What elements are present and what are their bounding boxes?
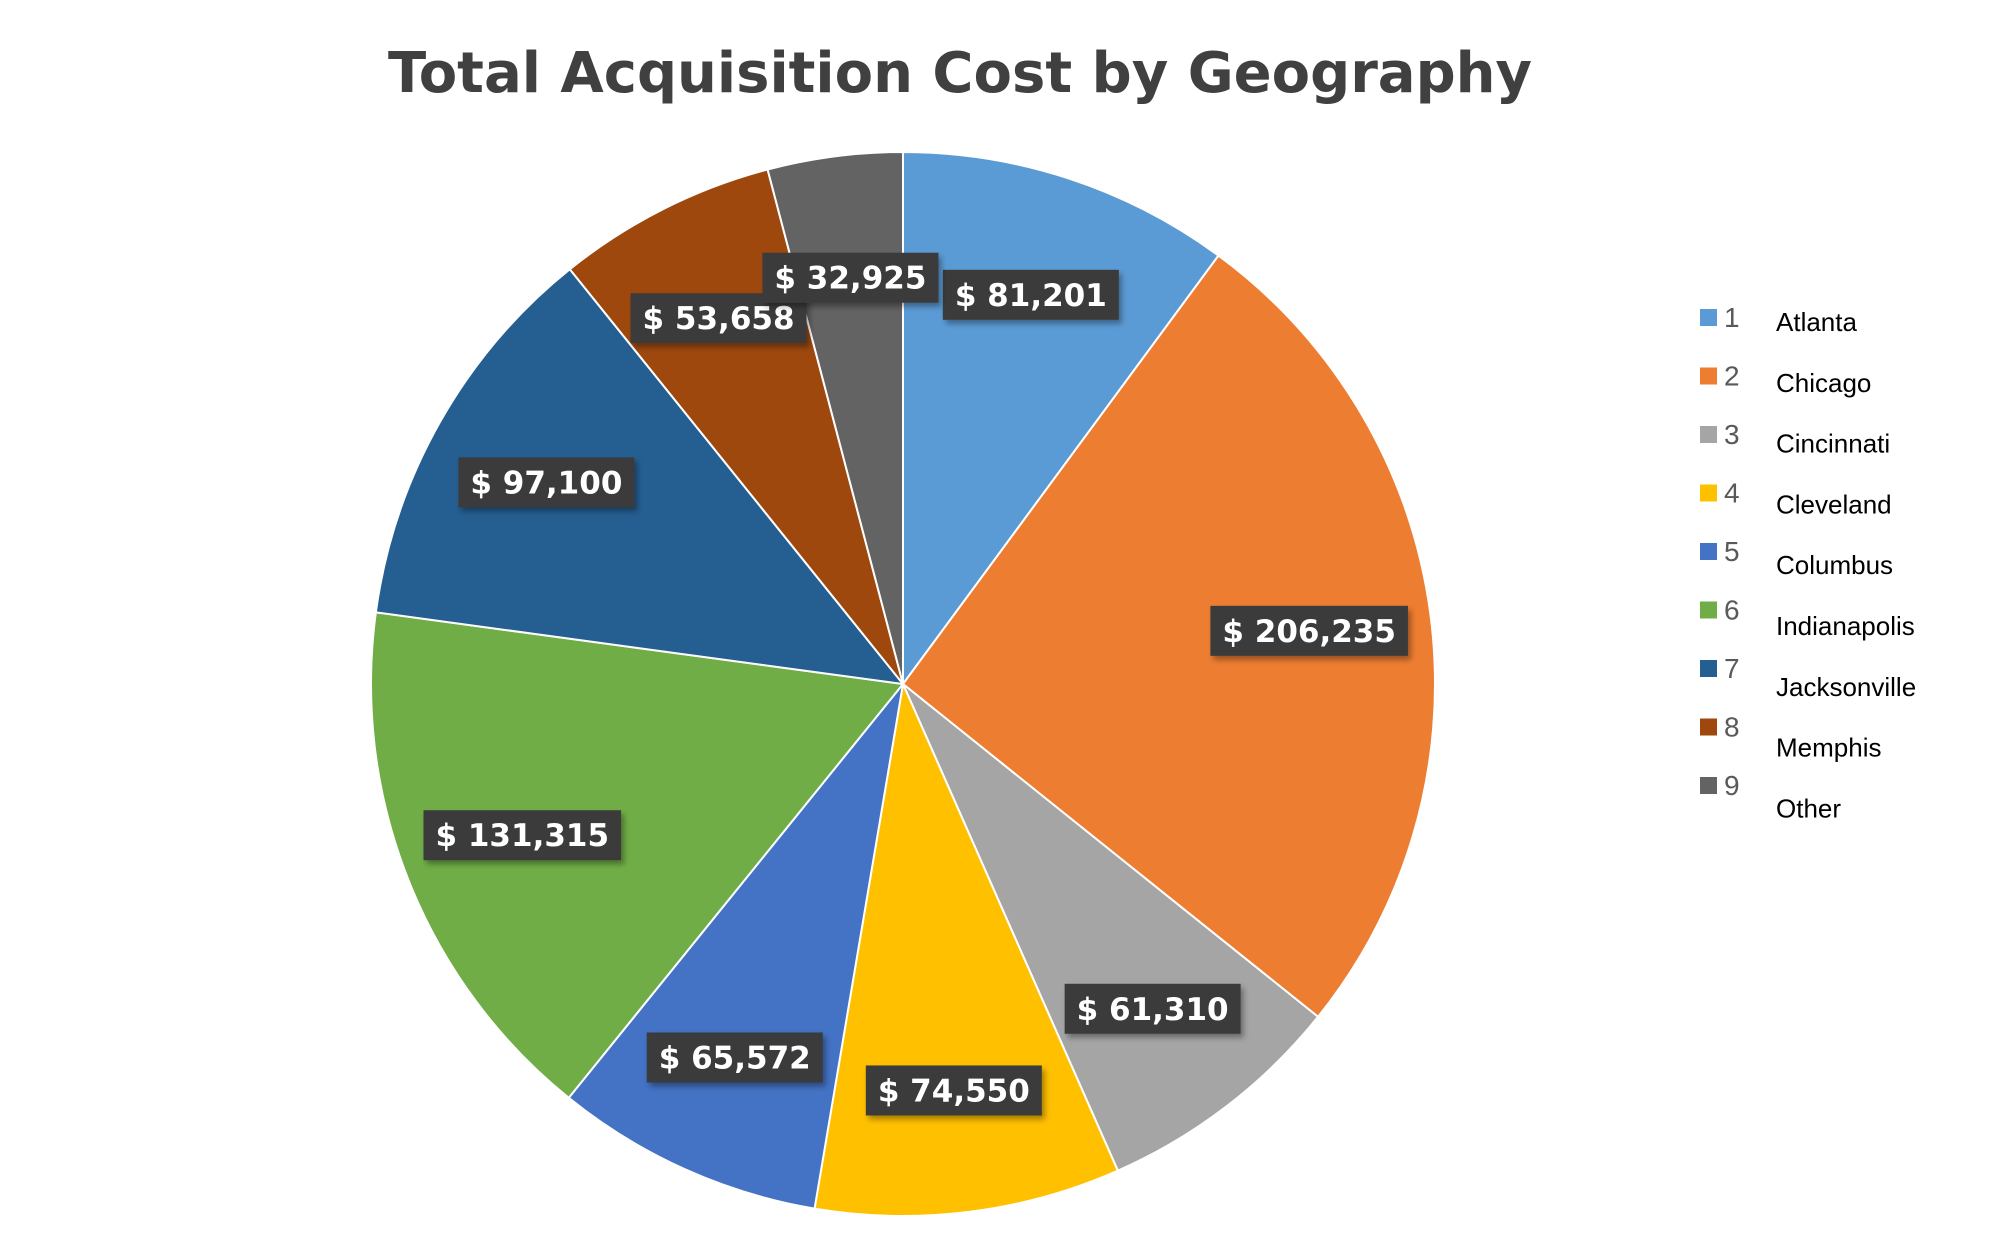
data-label-other: $ 32,925 <box>762 252 939 303</box>
legend-item-indianapolis: 6 Indianapolis <box>1700 595 1915 641</box>
legend-number: 7 <box>1724 653 1740 684</box>
pie-slice-chicago <box>901 254 1436 1019</box>
legend-name: Indianapolis <box>1776 611 1915 641</box>
data-label-text: $ 65,572 <box>659 1040 811 1076</box>
legend-number: 8 <box>1724 712 1740 743</box>
data-label-text: $ 97,100 <box>470 465 622 501</box>
legend-swatch <box>1700 777 1717 794</box>
legend-swatch <box>1700 367 1717 385</box>
legend-number: 3 <box>1724 419 1740 450</box>
legend-item-atlanta: 1 Atlanta <box>1700 302 1857 337</box>
legend-name: Cleveland <box>1776 489 1892 519</box>
data-label-atlanta: $ 81,201 <box>942 269 1119 320</box>
data-labels: $ 81,201 $ 206,235 $ 61,310 $ 74,550 $ 65,57… <box>423 252 1408 1116</box>
legend-item-jacksonville: 7 Jacksonville <box>1700 653 1916 702</box>
legend-name: Other <box>1776 793 1841 823</box>
data-label-columbus: $ 65,572 <box>646 1032 823 1083</box>
data-label-chicago: $ 206,235 <box>1210 605 1408 656</box>
legend-item-other: 9 Other <box>1700 770 1841 823</box>
data-label-box <box>423 810 622 861</box>
data-label-box <box>762 252 939 303</box>
legend-swatch <box>1700 543 1717 560</box>
data-label-text: $ 74,550 <box>878 1073 1030 1109</box>
data-label-text: $ 61,310 <box>1077 992 1229 1028</box>
data-label-box <box>865 1065 1042 1116</box>
data-label-indianapolis: $ 131,315 <box>423 810 622 861</box>
legend-swatch <box>1700 601 1717 619</box>
legend-name: Columbus <box>1776 550 1893 580</box>
legend-number: 2 <box>1724 361 1740 392</box>
data-label-box <box>646 1032 823 1083</box>
data-label-text: $ 53,658 <box>643 301 795 337</box>
legend-swatch <box>1700 660 1717 677</box>
legend-number: 9 <box>1724 770 1740 801</box>
data-label-text: $ 131,315 <box>436 818 610 854</box>
data-label-box <box>458 457 635 508</box>
legend-swatch <box>1700 718 1717 736</box>
legend-number: 5 <box>1724 536 1740 567</box>
legend-name: Atlanta <box>1776 307 1857 337</box>
legend-name: Chicago <box>1776 368 1871 398</box>
data-label-box <box>1064 983 1241 1034</box>
pie-slice-cincinnati <box>902 683 1320 1173</box>
legend-swatch <box>1700 309 1717 326</box>
legend-number: 4 <box>1724 478 1740 509</box>
legend-item-cleveland: 4 Cleveland <box>1700 478 1892 519</box>
data-label-box <box>1210 605 1408 656</box>
legend-item-columbus: 5 Columbus <box>1700 536 1893 580</box>
data-label-text: $ 206,235 <box>1222 614 1396 650</box>
legend-item-memphis: 8 Memphis <box>1700 712 1881 763</box>
legend-number: 1 <box>1724 302 1740 333</box>
legend-swatch <box>1700 426 1717 443</box>
chart-title: Total Acquisition Cost by Geography <box>388 41 1532 106</box>
data-label-text: $ 32,925 <box>774 261 926 297</box>
data-label-jacksonville: $ 97,100 <box>458 457 635 508</box>
legend-item-cincinnati: 3 Cincinnati <box>1700 419 1890 459</box>
pie-slices <box>370 150 1436 1217</box>
data-label-text: $ 81,201 <box>955 278 1107 314</box>
data-label-cleveland: $ 74,550 <box>865 1065 1042 1116</box>
legend-name: Jacksonville <box>1776 672 1916 702</box>
legend-number: 6 <box>1724 595 1740 626</box>
legend: 1 Atlanta 2 Chicago 3 Cincinnati 4 Cleveland 5 Co… <box>1700 302 1916 823</box>
legend-swatch <box>1700 484 1717 502</box>
legend-name: Memphis <box>1776 733 1881 763</box>
pie-slice-jacksonville <box>374 267 906 686</box>
legend-item-chicago: 2 Chicago <box>1700 361 1871 398</box>
data-label-box <box>942 269 1119 320</box>
legend-name: Cincinnati <box>1776 429 1890 459</box>
data-label-cincinnati: $ 61,310 <box>1064 983 1241 1034</box>
pie-slice-indianapolis <box>370 611 905 1100</box>
